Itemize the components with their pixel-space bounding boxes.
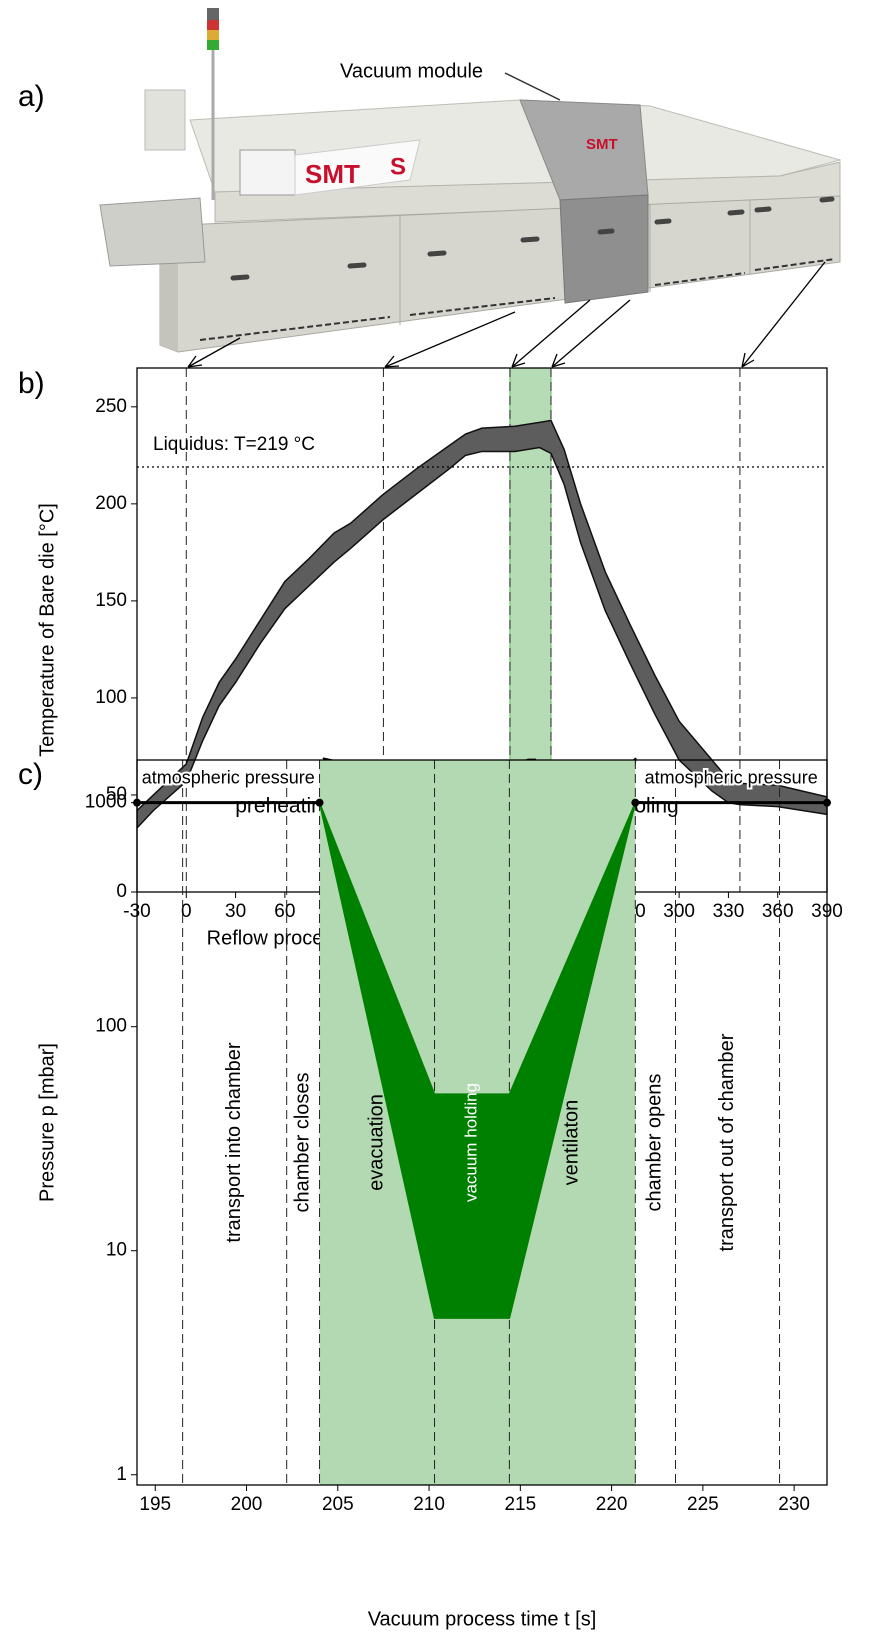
y-tick-label: 0 [116,881,127,902]
light [207,20,219,30]
module-logo: SMT [586,136,618,153]
infeed [99,197,206,267]
phase-label: chamber opens [644,1074,666,1212]
y-tick-label: 200 [95,493,127,514]
y-axis-label: Temperature of Bare die [°C] [36,503,58,757]
phase-label: ventilaton [561,1100,583,1186]
x-tick-label: 230 [778,1494,810,1515]
phase-label: transport into chamber [223,1042,245,1242]
x-tick-label: 210 [413,1494,445,1515]
light [207,8,219,20]
logo-suffix: S [390,153,406,180]
phase-label: chamber closes [291,1072,313,1212]
x-tick-label: 220 [596,1494,628,1515]
phase-label: transport out of chamber [716,1033,738,1251]
liquidus-label: Liquidus: T=219 °C [153,434,315,455]
y-tick-label: 100 [95,1016,127,1037]
logo: SMT [305,159,360,189]
y-tick-label: 100 [95,687,127,708]
panel-label: b) [18,367,45,400]
band-edge [136,446,828,829]
light [207,40,219,50]
plot-frame [136,759,828,1486]
x-tick-label: 330 [713,901,745,922]
callout: Vacuum module [340,60,483,82]
line-label: atmospheric pressure [645,767,818,787]
vents [199,258,836,341]
band-edge [318,802,637,1095]
y-tick-label: 150 [95,590,127,611]
x-tick-label: 30 [225,901,246,922]
x-tick-label: 60 [274,901,295,922]
handles [230,196,835,281]
panel-label: a) [18,80,45,113]
line-point [315,798,324,807]
x-tick-label: 195 [139,1494,171,1515]
phase-label: evacuation [365,1094,387,1191]
y-axis-label: Pressure p [mbar] [36,1043,58,1202]
x-tick-label: 0 [181,901,192,922]
x-tick-label: 225 [687,1494,719,1515]
y-tick-label: 50 [106,784,127,805]
band-edge [136,419,828,812]
exhaust [144,89,186,151]
callout-line [504,72,561,101]
x-tick-label: 205 [322,1494,354,1515]
x-axis-label: Vacuum process time t [s] [368,1608,597,1630]
x-tick-label: 215 [504,1494,536,1515]
band-edge [318,802,637,1319]
logo-plate [294,139,421,196]
phase-label: preheating [235,795,334,818]
range-band [137,420,827,828]
panel-label: c) [18,758,43,791]
machine: SMT S SMT Vacuum module [99,8,842,353]
vacuum-module-front [559,194,649,304]
x-tick-label: 200 [231,1494,263,1515]
line-label: atmospheric pressure [142,767,315,787]
x-tick-label: 360 [762,901,794,922]
y-tick-label: 1000 [85,792,127,813]
x-tick-label: 300 [663,901,695,922]
y-tick-label: 1 [116,1464,127,1485]
machine-front-upper [214,161,841,223]
y-tick-label: 250 [95,396,127,417]
y-tick-label: 10 [106,1240,127,1261]
control-panel [239,149,296,196]
light [207,30,219,40]
line-point [631,798,640,807]
phase-label: vacuum holding [461,1083,480,1202]
